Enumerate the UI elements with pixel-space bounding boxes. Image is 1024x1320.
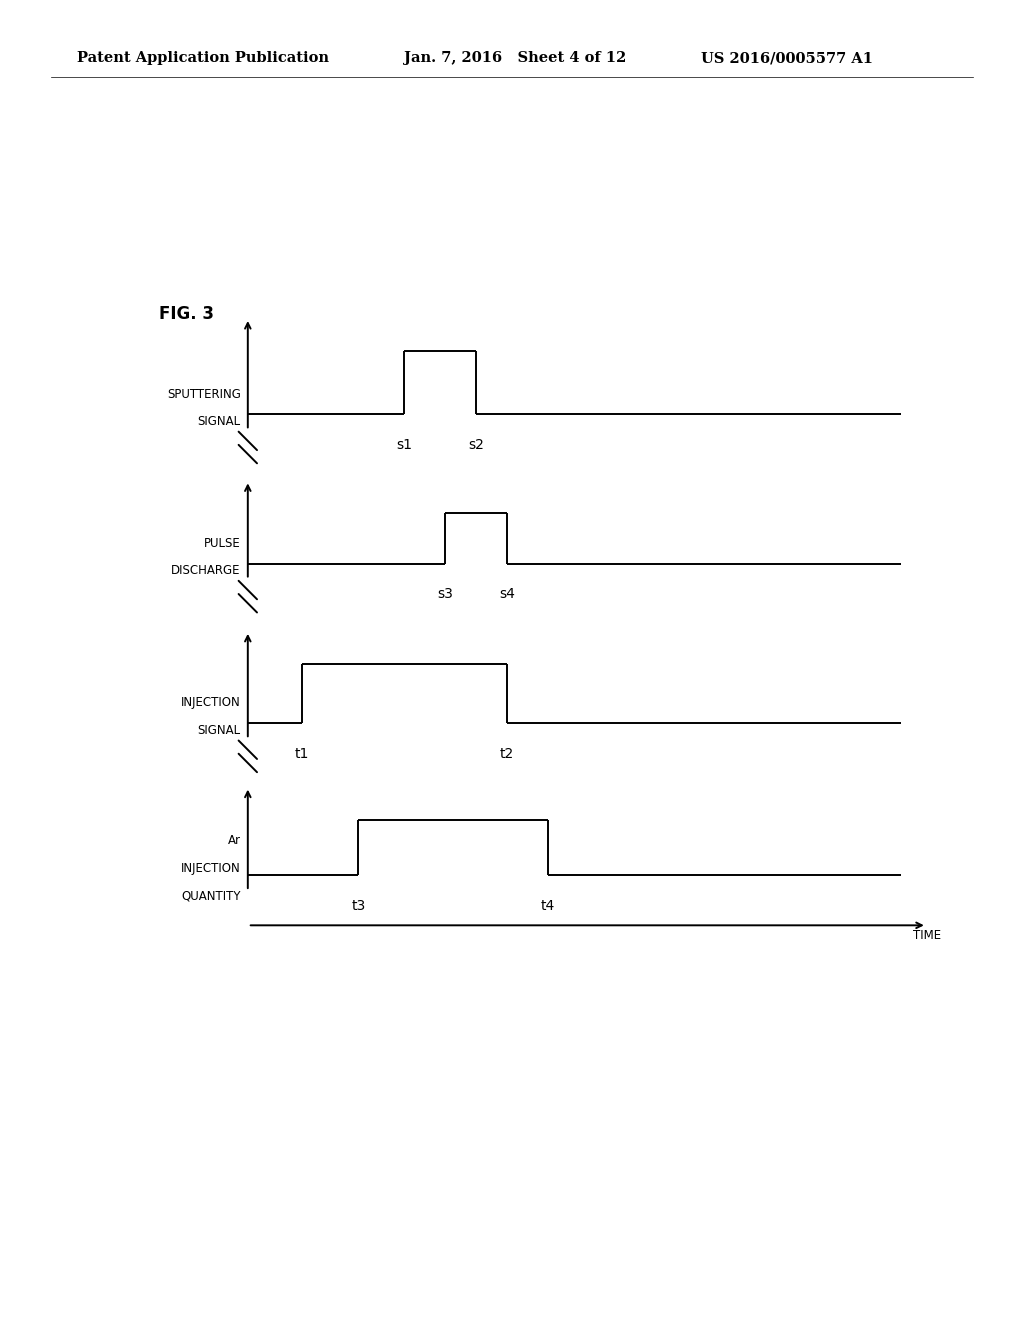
Text: DISCHARGE: DISCHARGE [171,565,241,577]
Text: s1: s1 [396,438,413,453]
Text: FIG. 3: FIG. 3 [159,305,214,323]
Text: Jan. 7, 2016   Sheet 4 of 12: Jan. 7, 2016 Sheet 4 of 12 [404,51,627,65]
Text: TIME: TIME [912,929,941,942]
Text: t1: t1 [295,747,309,762]
Text: Ar: Ar [227,834,241,847]
Text: t4: t4 [541,899,555,913]
Text: Patent Application Publication: Patent Application Publication [77,51,329,65]
Text: s2: s2 [468,438,484,453]
Text: QUANTITY: QUANTITY [181,890,241,903]
Text: s3: s3 [437,587,454,602]
Text: INJECTION: INJECTION [181,697,241,709]
Text: t2: t2 [500,747,514,762]
Text: SIGNAL: SIGNAL [198,725,241,737]
Text: SPUTTERING: SPUTTERING [167,388,241,400]
Text: INJECTION: INJECTION [181,862,241,875]
Text: PULSE: PULSE [204,537,241,549]
Text: t3: t3 [351,899,366,913]
Text: s4: s4 [499,587,515,602]
Text: US 2016/0005577 A1: US 2016/0005577 A1 [701,51,873,65]
Text: SIGNAL: SIGNAL [198,416,241,428]
